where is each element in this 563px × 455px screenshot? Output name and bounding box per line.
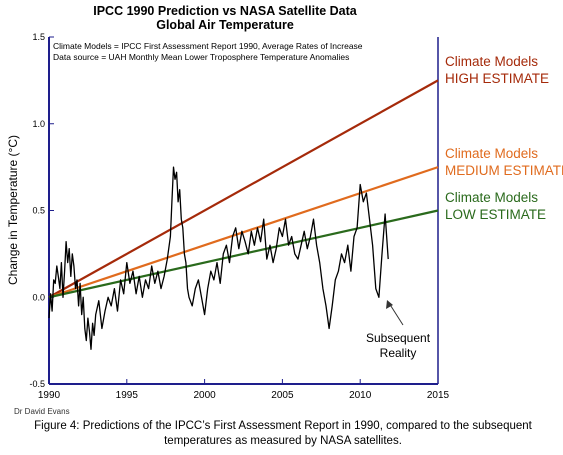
annotation-arrowhead-icon bbox=[386, 300, 393, 309]
observed-series-line bbox=[48, 166, 389, 350]
y-axis-label: Change in Temperature (°C) bbox=[6, 135, 20, 285]
low-label-line1: Climate Models bbox=[445, 190, 538, 205]
credit: Dr David Evans bbox=[14, 407, 70, 416]
y-tick-label: 1.0 bbox=[32, 119, 45, 129]
high-estimate-line bbox=[48, 79, 439, 299]
annotation-line2: Reality bbox=[380, 346, 417, 360]
y-ticks: -0.5 0.0 0.5 1.0 1.5 bbox=[29, 32, 54, 389]
figure-caption: Figure 4: Predictions of the IPCC’s Firs… bbox=[34, 420, 532, 447]
annotation-line1: Subsequent bbox=[366, 331, 431, 345]
x-tick-label: 1995 bbox=[116, 390, 139, 401]
y-tick-label: 1.5 bbox=[32, 32, 45, 42]
chart-subtitle: Global Air Temperature bbox=[156, 18, 294, 32]
low-estimate-line bbox=[48, 209, 439, 299]
chart-title: IPCC 1990 Prediction vs NASA Satellite D… bbox=[93, 4, 358, 18]
x-tick-label: 2005 bbox=[271, 390, 294, 401]
y-tick-label: -0.5 bbox=[29, 379, 45, 389]
trend-labels: Climate Models HIGH ESTIMATE Climate Mod… bbox=[445, 54, 563, 222]
reality-annotation: Subsequent Reality bbox=[366, 300, 431, 360]
medium-estimate-line bbox=[48, 166, 439, 299]
x-tick-label: 2010 bbox=[349, 390, 372, 401]
high-label-line2: HIGH ESTIMATE bbox=[445, 71, 549, 86]
note-source: Data source = UAH Monthly Mean Lower Tro… bbox=[53, 52, 349, 62]
medium-label-line2: MEDIUM ESTIMATE bbox=[445, 163, 563, 178]
x-ticks: 1990 1995 2000 2005 2010 2015 bbox=[38, 379, 450, 401]
x-tick-label: 2015 bbox=[427, 390, 450, 401]
y-tick-label: 0.5 bbox=[32, 206, 45, 216]
medium-label-line1: Climate Models bbox=[445, 146, 538, 161]
x-tick-label: 1990 bbox=[38, 390, 61, 401]
high-label-line1: Climate Models bbox=[445, 54, 538, 69]
annotation-arrow-shaft bbox=[388, 302, 404, 326]
low-label-line2: LOW ESTIMATE bbox=[445, 207, 546, 222]
note-models: Climate Models = IPCC First Assessment R… bbox=[53, 41, 363, 51]
x-tick-label: 2000 bbox=[193, 390, 216, 401]
trend-lines bbox=[48, 79, 439, 299]
y-tick-label: 0.0 bbox=[32, 292, 45, 302]
